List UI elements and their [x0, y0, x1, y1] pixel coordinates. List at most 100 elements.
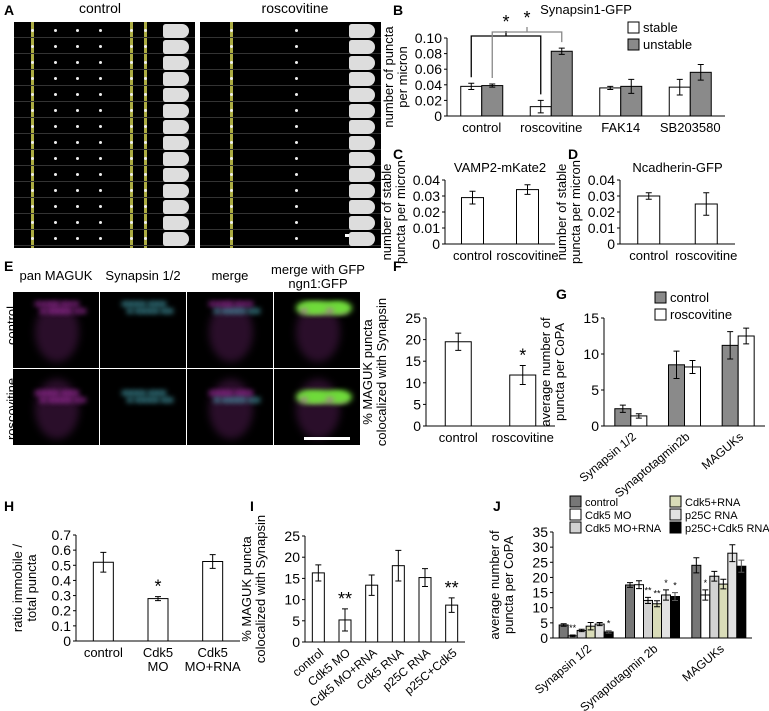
bar	[661, 594, 671, 639]
error-bar	[468, 82, 475, 90]
error-bar	[100, 551, 107, 573]
fluorescence-image	[187, 369, 273, 445]
bar	[418, 577, 432, 643]
y-tick-label: 10	[284, 592, 300, 608]
timelapse-image-roscovitine	[200, 22, 381, 248]
y-axis-label: number of stable	[379, 164, 394, 261]
y-tick-label: 0.06	[415, 61, 442, 77]
y-tick-label: 0.5	[52, 557, 72, 573]
bar	[670, 596, 680, 639]
y-tick-label: 0.4	[52, 572, 72, 588]
error-bar	[469, 190, 476, 205]
y-tick-label: 5	[413, 396, 421, 412]
legend-label: unstable	[643, 37, 692, 52]
y-tick-label: 20	[284, 549, 300, 565]
significance-marker: *	[154, 577, 161, 597]
col-header-ngn1-gfp: ngn1:GFP	[288, 276, 348, 291]
x-tick-label: control	[439, 430, 478, 445]
y-tick-label: 0	[292, 634, 300, 650]
y-axis-label: number of puncta	[381, 26, 396, 128]
error-bar	[689, 359, 696, 374]
y-tick-label: 25	[532, 554, 548, 570]
y-axis-label: puncta per micron	[568, 160, 583, 264]
error-bar	[628, 78, 635, 94]
y-tick-label: 10	[583, 346, 599, 362]
bar	[202, 561, 224, 642]
y-tick-label: 25	[405, 310, 421, 326]
y-tick-label: 5	[292, 613, 300, 629]
col-header-merge: merge	[211, 268, 249, 283]
y-tick-label: 0.03	[588, 188, 615, 204]
legend-swatch	[569, 508, 582, 521]
error-bar	[448, 597, 455, 613]
legend-swatch	[627, 21, 640, 34]
y-tick-label: 0	[591, 418, 599, 434]
legend-swatch	[654, 291, 667, 304]
legend-label: p25C RNA	[685, 510, 738, 522]
x-tick-label: control	[453, 248, 492, 263]
y-tick-label: 0	[413, 418, 421, 434]
legend-label: p25C+Cdk5 RNA	[685, 523, 769, 535]
significance-marker: **	[338, 589, 352, 609]
y-tick-label: 0	[607, 236, 615, 252]
chart-i: 0 5 10 15 20 25 % MAGUK puncta colocalized with…	[239, 515, 465, 710]
bar	[634, 584, 644, 639]
y-tick-label: 10	[405, 375, 421, 391]
chart-b: 00.020.040.060.080.10 number of puncta per…	[381, 2, 725, 135]
chart-title: Ncadherin-GFP	[632, 160, 722, 175]
bar	[147, 598, 169, 642]
bar	[700, 594, 711, 639]
bar	[684, 366, 701, 427]
x-tick-label: Cdk5 MO	[143, 645, 173, 674]
bar	[550, 50, 573, 117]
error-bar	[619, 404, 626, 413]
chart-h: 00.10.20.30.40.50.60.7 ratio immobile / to…	[10, 527, 241, 674]
chart-f: 0 5 10 15 20 25 % MAGUK puncta colocalized with…	[360, 298, 555, 446]
legend-label: stable	[643, 20, 678, 35]
y-tick-label: 0.10	[415, 30, 442, 46]
panel-a-title-control: control	[78, 0, 122, 16]
x-tick-label: control	[462, 120, 501, 135]
error-bar	[729, 544, 736, 563]
significance-marker: *	[523, 8, 530, 28]
y-axis-label: puncta per micron	[393, 160, 408, 264]
significance-marker: *	[664, 578, 668, 588]
y-tick-label: 0.04	[413, 172, 440, 188]
fluorescence-image	[274, 369, 360, 445]
legend-swatch	[654, 308, 667, 321]
bar	[727, 552, 738, 639]
y-tick-label: 0.02	[415, 92, 442, 108]
y-tick-label: 0.01	[588, 220, 615, 236]
y-axis-label: % MAGUK puncta	[239, 535, 254, 641]
y-tick-label: 25	[284, 528, 300, 544]
y-axis-label: % MAGUK puncta	[360, 318, 375, 424]
y-tick-label: 0.7	[52, 527, 72, 543]
bar	[444, 341, 472, 427]
significance-marker: *	[704, 578, 708, 588]
bar	[652, 603, 662, 639]
error-bar	[519, 365, 526, 386]
error-bar	[697, 64, 704, 81]
chart-d: 00.010.020.030.04 number of stable puncta …	[554, 160, 737, 264]
y-tick-label: 0.01	[413, 220, 440, 236]
bar	[594, 623, 605, 639]
significance-marker: **	[445, 578, 459, 598]
legend-swatch	[569, 495, 582, 508]
y-axis-label: average number of	[487, 530, 502, 640]
y-axis-label: colocalized with Synapsin	[374, 298, 389, 446]
bar	[92, 561, 114, 642]
x-tick-label: roscovitine	[496, 248, 558, 263]
fluorescence-image	[274, 292, 360, 368]
bar	[599, 87, 622, 117]
y-tick-label: 0	[63, 633, 71, 649]
y-tick-label: 0	[540, 630, 548, 646]
error-bar	[560, 623, 567, 627]
error-bar	[693, 557, 700, 574]
x-tick-label: MAGUKs	[679, 642, 726, 685]
error-bar	[627, 582, 633, 588]
panel-label-d: D	[568, 146, 579, 162]
bar	[691, 564, 702, 639]
error-bar	[738, 559, 745, 573]
y-tick-label: 0	[432, 236, 440, 252]
